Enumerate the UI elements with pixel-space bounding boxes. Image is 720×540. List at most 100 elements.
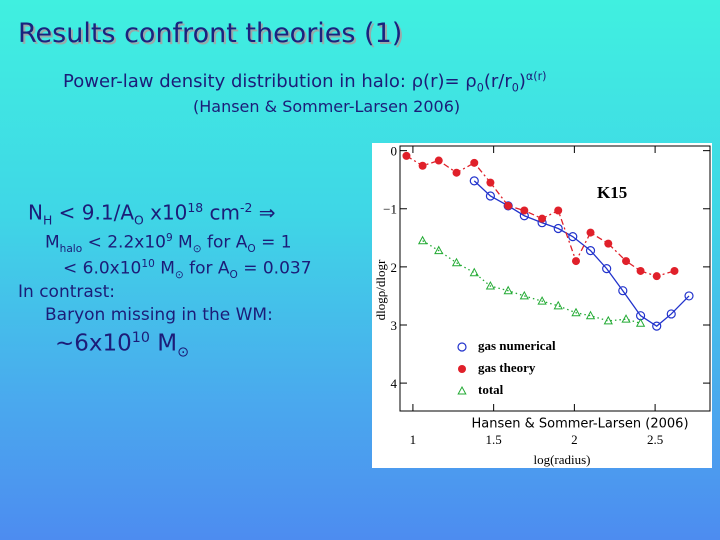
marker: [452, 168, 461, 177]
marker: [537, 296, 547, 305]
text-part: ⊙: [174, 269, 184, 282]
marker: [503, 285, 513, 295]
x-axis-label: log(radius): [533, 452, 590, 467]
marker: [451, 257, 462, 267]
x-tick-label: 2.5: [647, 432, 663, 447]
chart-label: K15: [597, 183, 627, 202]
plot-frame: [399, 145, 711, 412]
marker: [585, 310, 596, 320]
text-part: M: [149, 330, 178, 357]
marker: [538, 214, 547, 223]
marker: [636, 266, 645, 275]
text-part: M: [154, 258, 175, 279]
text-part: = 1: [255, 232, 292, 253]
marker: [418, 161, 427, 170]
contrast: In contrast:: [18, 282, 116, 302]
text-part: 10: [131, 330, 150, 346]
marker: [486, 178, 495, 187]
text-part: N: [28, 200, 43, 225]
mass-line: Mhalo < 2.2x109 M⊙ for AO = 1: [45, 232, 292, 255]
text-part: O: [247, 243, 256, 256]
marker: [470, 158, 479, 167]
slide-title: Results confront theories (1): [18, 18, 403, 49]
y-tick-label: −1: [383, 202, 397, 217]
marker: [485, 281, 496, 290]
legend-marker: [457, 385, 467, 395]
x-tick-label: 1.5: [486, 432, 502, 447]
text-part: M: [45, 232, 60, 253]
marker: [670, 266, 679, 275]
caption-bg: [452, 415, 707, 433]
y-axis-label: dlogρ/dlogr: [373, 259, 388, 320]
marker: [604, 239, 613, 248]
missing-mass: ~6x1010 M⊙: [55, 330, 189, 360]
missing: Baryon missing in the WM:: [45, 305, 273, 325]
marker: [469, 267, 479, 277]
text-part: 0: [511, 81, 519, 95]
marker: [602, 264, 612, 274]
marker: [553, 300, 563, 310]
text-part: O: [229, 269, 238, 282]
text-part: < 9.1/A: [52, 200, 134, 225]
text-part: ~6x10: [55, 330, 132, 357]
text-part: α(r): [525, 70, 547, 83]
marker: [622, 257, 631, 266]
subtitle: Power-law density distribution in halo: …: [63, 70, 547, 95]
text-part: ): [518, 71, 526, 92]
text-part: for A: [201, 232, 248, 253]
legend-label: gas theory: [478, 360, 536, 375]
y-tick-label: 0: [391, 144, 398, 159]
marker: [434, 156, 443, 165]
text-part: = 0.037: [237, 258, 312, 279]
y-tick-label: 4: [391, 376, 398, 391]
marker: [417, 235, 428, 245]
legend-marker: [458, 365, 466, 373]
marker: [519, 290, 529, 300]
marker: [621, 314, 631, 323]
mass-line: < 6.0x1010 M⊙ for AO = 0.037: [63, 258, 312, 281]
legend-label: gas numerical: [478, 338, 556, 353]
text-part: ⊙: [177, 344, 190, 361]
text-part: < 2.2x10: [82, 232, 166, 253]
reference: (Hansen & Sommer-Larsen 2006): [193, 97, 461, 116]
x-tick-label: 1: [410, 432, 417, 447]
marker: [571, 257, 580, 266]
text-part: O: [134, 212, 144, 228]
marker: [402, 151, 411, 160]
text-part: (r/r: [483, 71, 512, 92]
text-part: H: [42, 212, 53, 228]
marker: [553, 223, 563, 234]
text-part: -2: [240, 200, 253, 215]
marker: [635, 318, 646, 327]
marker: [666, 309, 676, 319]
marker: [520, 206, 529, 215]
text-part: 9: [165, 232, 173, 244]
text-part: < 6.0x10: [63, 258, 142, 279]
marker: [618, 286, 628, 296]
marker: [568, 232, 578, 242]
series-line: [422, 240, 641, 324]
text-part: cm: [203, 200, 241, 225]
text-part: 0: [476, 81, 484, 95]
text-part: halo: [59, 243, 83, 256]
x-tick-label: 2: [571, 432, 578, 447]
text-part: M: [172, 232, 193, 253]
y-tick-label: 2: [391, 260, 398, 275]
marker: [485, 191, 496, 201]
text-part: ⊙: [192, 243, 202, 256]
marker: [585, 246, 596, 256]
marker: [652, 272, 661, 281]
chart: K15 log(radius) dlogρ/dlogr 1 1.5 2 2.5 0 −1 2…: [372, 143, 712, 468]
y-tick-label: 3: [391, 318, 398, 333]
marker: [554, 206, 563, 215]
text-part: for A: [183, 258, 230, 279]
text-part: ⇒: [252, 200, 276, 225]
text-part: 10: [141, 258, 155, 270]
marker: [469, 176, 479, 186]
marker: [603, 315, 613, 325]
marker: [684, 291, 694, 301]
marker: [586, 228, 595, 237]
legend-label: total: [478, 382, 504, 397]
limit: NH < 9.1/AO x1018 cm-2 ⇒: [28, 200, 276, 228]
